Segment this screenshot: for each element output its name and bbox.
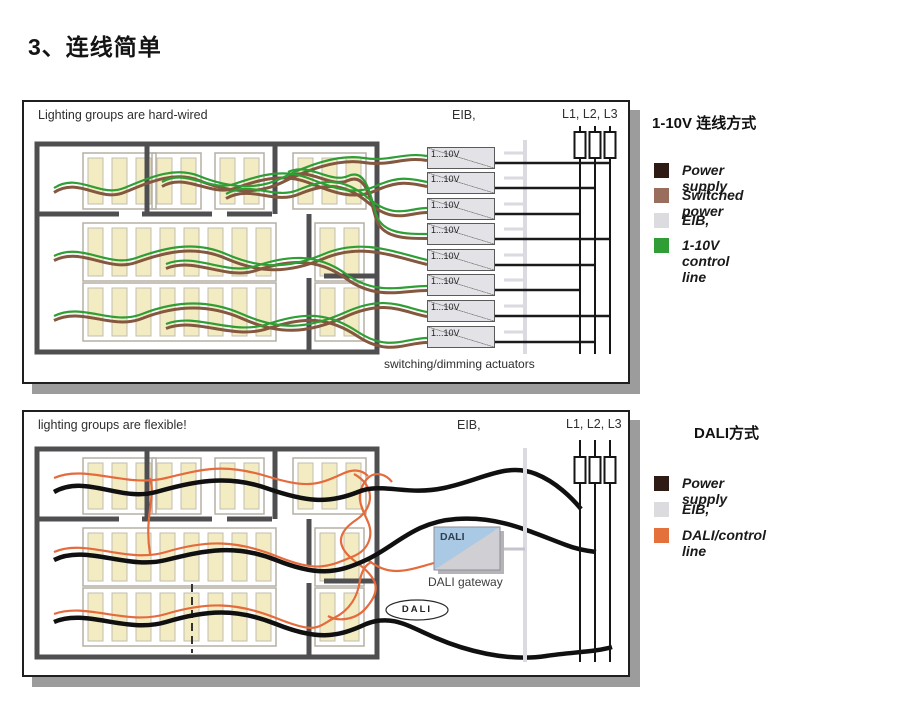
fuse-symbols [573, 456, 617, 484]
legend-item-label: DALI/control line [682, 527, 766, 559]
legend-item-label: Power supply [682, 162, 728, 194]
legend-swatch [654, 502, 669, 517]
phases-label: L1, L2, L3 [562, 107, 618, 121]
actuator-label: 1...10V [431, 174, 460, 184]
legend-swatch [654, 238, 669, 253]
dali-gateway-caption: DALI gateway [428, 575, 503, 589]
actuator-label: 1...10V [431, 149, 460, 159]
eib-bus [500, 448, 527, 662]
actuator-output-lines [495, 161, 610, 344]
eib-label: EIB, [452, 108, 476, 122]
eib-label: EIB, [457, 418, 481, 432]
legend-title: 1-10V 连线方式 [652, 115, 757, 132]
actuator-label: 1...10V [431, 328, 460, 338]
dali-gateway [433, 526, 504, 574]
legend-item-label: Switched power [682, 187, 744, 219]
actuator-box: 1...10V [427, 274, 495, 296]
actuator-box: 1...10V [427, 300, 495, 322]
panel-dali: lighting groups are flexible! EIB, L1, L… [22, 410, 630, 677]
legend-swatch [654, 188, 669, 203]
actuators-caption: switching/dimming actuators [384, 357, 535, 371]
eib-bus [504, 140, 527, 354]
dali-control-wires [53, 467, 435, 629]
actuator-box: 1...10V [427, 172, 495, 194]
fuse-symbols [573, 131, 617, 159]
panel-hardwired: Lighting groups are hard-wired EIB, L1, … [22, 100, 630, 384]
legend-item-label: EIB, [682, 501, 710, 517]
phases-label: L1, L2, L3 [566, 417, 622, 431]
actuator-label: 1...10V [431, 200, 460, 210]
phase-lines [579, 126, 611, 354]
legend-swatch [654, 163, 669, 178]
legend-1-10v: 1-10V 连线方式 Power supply Switched power E… [652, 112, 900, 285]
legend-item-label: 1-10V control line [682, 237, 730, 285]
actuator-box: 1...10V [427, 198, 495, 220]
dali-logo-ellipse [385, 599, 449, 621]
wiring-diagram-dali [34, 440, 617, 662]
diagram-header: lighting groups are flexible! [38, 418, 187, 432]
actuator-label: 1...10V [431, 251, 460, 261]
actuator-box: 1...10V [427, 326, 495, 348]
actuator-box: 1...10V [427, 249, 495, 271]
page-title: 3、连线简单 [28, 34, 162, 60]
luminaires [82, 457, 367, 647]
legend-swatch [654, 528, 669, 543]
actuator-box: 1...10V [427, 147, 495, 169]
legend-item-label: Power supply [682, 475, 728, 507]
actuator-label: 1...10V [431, 276, 460, 286]
legend-title: DALI方式 [694, 425, 759, 442]
actuator-label: 1...10V [431, 225, 460, 235]
actuator-label: 1...10V [431, 302, 460, 312]
legend-swatch [654, 213, 669, 228]
wiring-diagram-hardwired [34, 126, 617, 355]
legend-item-label: EIB, [682, 212, 710, 228]
diagram-header: Lighting groups are hard-wired [38, 108, 208, 122]
legend-swatch [654, 476, 669, 491]
dali-gateway-label: DALI [440, 531, 465, 543]
actuator-box: 1...10V [427, 223, 495, 245]
dali-logo-label: DALI [401, 604, 433, 615]
legend-dali: DALI方式 Power supply EIB, DALI/control li… [652, 422, 900, 559]
